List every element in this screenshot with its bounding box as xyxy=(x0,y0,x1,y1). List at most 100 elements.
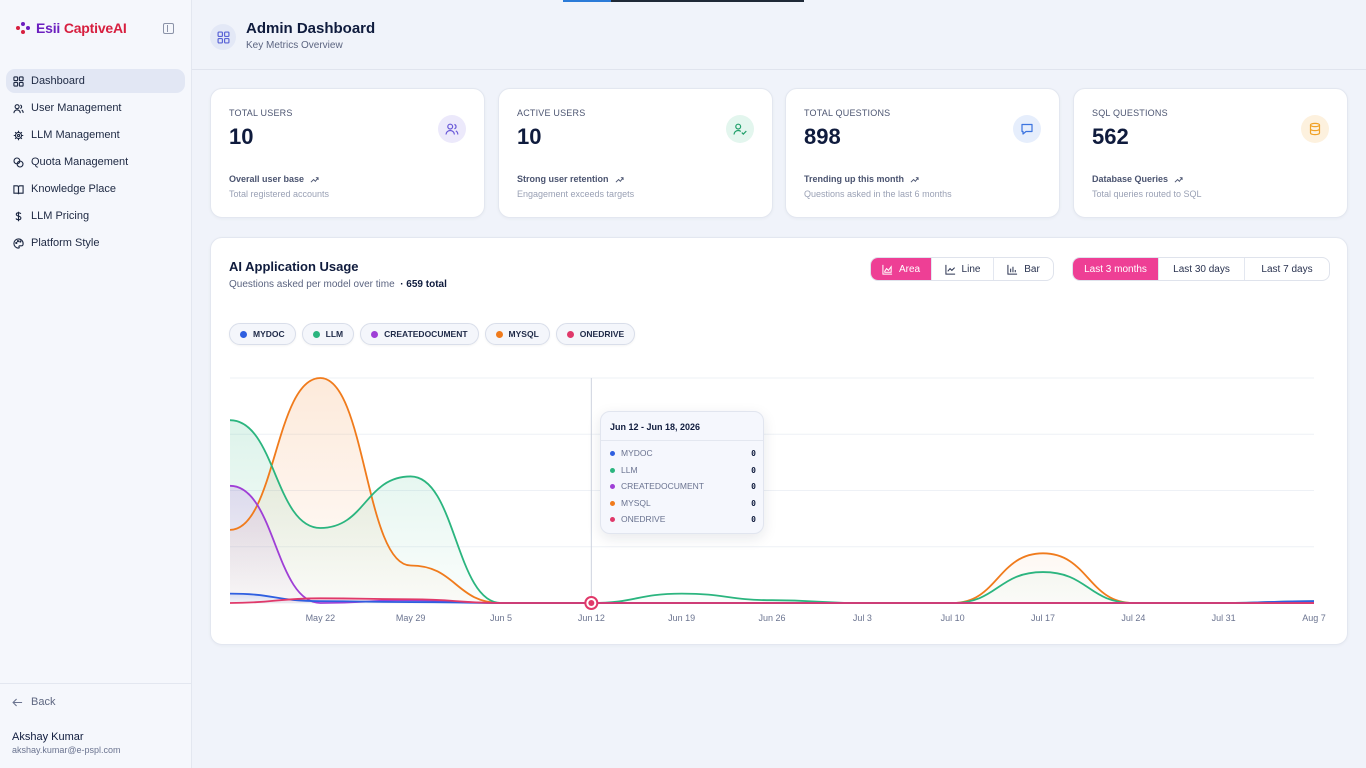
x-tick-label: May 22 xyxy=(306,613,336,623)
stat-label: ACTIVE USERS xyxy=(517,108,586,118)
sidebar-item-llm-pricing[interactable]: LLM Pricing xyxy=(6,204,185,228)
book-icon xyxy=(13,184,24,194)
trend-up-icon xyxy=(910,176,919,183)
stat-note: Total queries routed to SQL xyxy=(1092,189,1202,199)
x-tick-label: Jun 19 xyxy=(668,613,695,623)
stat-value: 10 xyxy=(517,124,542,149)
stat-trend: Strong user retention xyxy=(517,174,624,184)
x-tick-label: Jul 31 xyxy=(1212,613,1236,623)
stat-label: TOTAL USERS xyxy=(229,108,293,118)
sidebar-item-platform-style[interactable]: Platform Style xyxy=(6,231,185,255)
tooltip-row: ONEDRIVE 0 xyxy=(610,512,756,526)
legend-chip-llm[interactable]: LLM xyxy=(301,323,355,345)
usage-chart-card: AI Application Usage Questions asked per… xyxy=(210,237,1348,645)
stat-note: Total registered accounts xyxy=(229,189,330,199)
dollar-icon xyxy=(15,211,22,221)
x-tick-label: Jul 17 xyxy=(1031,613,1055,623)
legend-chip-createdocument[interactable]: CREATEDOCUMENT xyxy=(360,323,479,345)
arrow-left-icon xyxy=(12,698,23,706)
series-line-onedrive xyxy=(229,597,1314,604)
sidebar-item-label: LLM Management xyxy=(31,129,120,141)
chart-type-line-button[interactable]: Line xyxy=(932,258,994,280)
stat-trend: Overall user base xyxy=(229,174,319,184)
chart-type-bar-button[interactable]: Bar xyxy=(994,258,1053,280)
sidebar-item-label: LLM Pricing xyxy=(31,210,90,222)
usage-area-chart[interactable]: May 22 May 29 Jun 5 Jun 12 Jun 19 Jun 26 Jul 3… xyxy=(211,238,1347,644)
legend-chip-mysql[interactable]: MYSQL xyxy=(484,323,550,345)
range-last-3-months-button[interactable]: Last 3 months xyxy=(1073,258,1159,280)
stat-card-active-users: ACTIVE USERS 10 Strong user retention En… xyxy=(498,88,773,218)
grid-icon xyxy=(13,75,24,87)
users-icon xyxy=(13,103,24,113)
palette-icon xyxy=(13,237,24,249)
page-title: Admin Dashboard xyxy=(246,20,376,37)
chart-title: AI Application Usage xyxy=(229,259,359,274)
logo-dots-icon xyxy=(16,21,32,35)
highlight-point-core xyxy=(588,600,595,606)
tooltip-row: CREATEDOCUMENT 0 xyxy=(610,479,756,493)
stat-value: 898 xyxy=(804,124,841,149)
stat-label: SQL QUESTIONS xyxy=(1092,108,1168,118)
stat-value: 562 xyxy=(1092,124,1129,149)
line-chart-icon xyxy=(944,264,955,275)
chart-type-toggle: Area Line Bar xyxy=(870,257,1054,281)
sidebar-item-dashboard[interactable]: Dashboard xyxy=(6,69,185,93)
chart-type-area-button[interactable]: Area xyxy=(871,258,932,280)
sidebar-item-label: User Management xyxy=(31,102,122,114)
page-subtitle: Key Metrics Overview xyxy=(246,40,343,51)
sidebar-item-knowledge-place[interactable]: Knowledge Place xyxy=(6,177,185,201)
stat-card-total-questions: TOTAL QUESTIONS 898 Trending up this mon… xyxy=(785,88,1060,218)
bar-chart-icon xyxy=(1007,264,1018,275)
x-tick-label: Jul 24 xyxy=(1121,613,1145,623)
range-last-7-days-button[interactable]: Last 7 days xyxy=(1261,263,1313,275)
x-tick-label: Jul 3 xyxy=(853,613,872,623)
back-label: Back xyxy=(31,696,56,708)
chart-subtitle: Questions asked per model over time · 65… xyxy=(229,279,447,290)
date-range-toggle: Last 3 months Last 30 days Last 7 days xyxy=(1072,257,1330,281)
sidebar-item-label: Dashboard xyxy=(31,75,85,87)
stat-card-sql-questions: SQL QUESTIONS 562 Database Queries Total… xyxy=(1073,88,1348,218)
top-progress-indicator xyxy=(563,0,804,2)
chart-tooltip: Jun 12 - Jun 18, 2026 MYDOC 0 LLM 0 CREATE… xyxy=(600,411,764,534)
page-header: Admin Dashboard Key Metrics Overview xyxy=(192,0,1366,70)
legend-chip-onedrive[interactable]: ONEDRIVE xyxy=(555,323,636,345)
sidebar-item-label: Quota Management xyxy=(31,156,129,168)
stat-trend: Database Queries xyxy=(1092,174,1183,184)
cpu-icon xyxy=(13,130,24,140)
tooltip-title: Jun 12 - Jun 18, 2026 xyxy=(610,422,701,432)
chart-legend: MYDOC LLM CREATEDOCUMENT MYSQL ONEDRIVE xyxy=(229,323,636,345)
sidebar: Esii CaptiveAI Dashboard User Management… xyxy=(0,0,192,768)
users-icon xyxy=(438,115,466,143)
x-tick-label: Aug 7 xyxy=(1302,613,1326,623)
stat-note: Questions asked in the last 6 months xyxy=(804,189,952,199)
x-tick-label: Jun 5 xyxy=(490,613,512,623)
stat-value: 10 xyxy=(229,124,254,149)
tooltip-row: MYSQL 0 xyxy=(610,496,756,510)
x-tick-label: Jun 26 xyxy=(758,613,785,623)
chart-total: · 659 total xyxy=(400,279,447,290)
user-email: akshay.kumar@e-pspl.com xyxy=(12,745,121,755)
sidebar-nav: Dashboard User Management LLM Management… xyxy=(6,69,185,258)
user-check-icon xyxy=(726,115,754,143)
sidebar-item-label: Knowledge Place xyxy=(31,183,117,195)
stat-label: TOTAL QUESTIONS xyxy=(804,108,891,118)
coins-icon xyxy=(13,156,24,168)
x-tick-label: Jul 10 xyxy=(941,613,965,623)
sidebar-footer: Back Akshay Kumar akshay.kumar@e-pspl.co… xyxy=(0,683,191,755)
stat-card-total-users: TOTAL USERS 10 Overall user base Total r… xyxy=(210,88,485,218)
sidebar-item-quota-management[interactable]: Quota Management xyxy=(6,150,185,174)
trend-up-icon xyxy=(615,176,624,183)
back-button[interactable]: Back xyxy=(12,696,55,708)
database-icon xyxy=(1301,115,1329,143)
tooltip-row: LLM 0 xyxy=(610,463,756,477)
series-area-llm xyxy=(230,420,1314,603)
brand-logo[interactable]: Esii CaptiveAI xyxy=(16,18,127,38)
legend-chip-mydoc[interactable]: MYDOC xyxy=(229,323,296,345)
x-tick-label: May 29 xyxy=(396,613,426,623)
sidebar-collapse-icon[interactable] xyxy=(163,23,174,34)
brand-name: Esii CaptiveAI xyxy=(36,20,127,36)
sidebar-item-llm-management[interactable]: LLM Management xyxy=(6,123,185,147)
area-chart-icon xyxy=(882,264,893,275)
sidebar-item-user-management[interactable]: User Management xyxy=(6,96,185,120)
range-last-30-days-button[interactable]: Last 30 days xyxy=(1159,258,1245,280)
